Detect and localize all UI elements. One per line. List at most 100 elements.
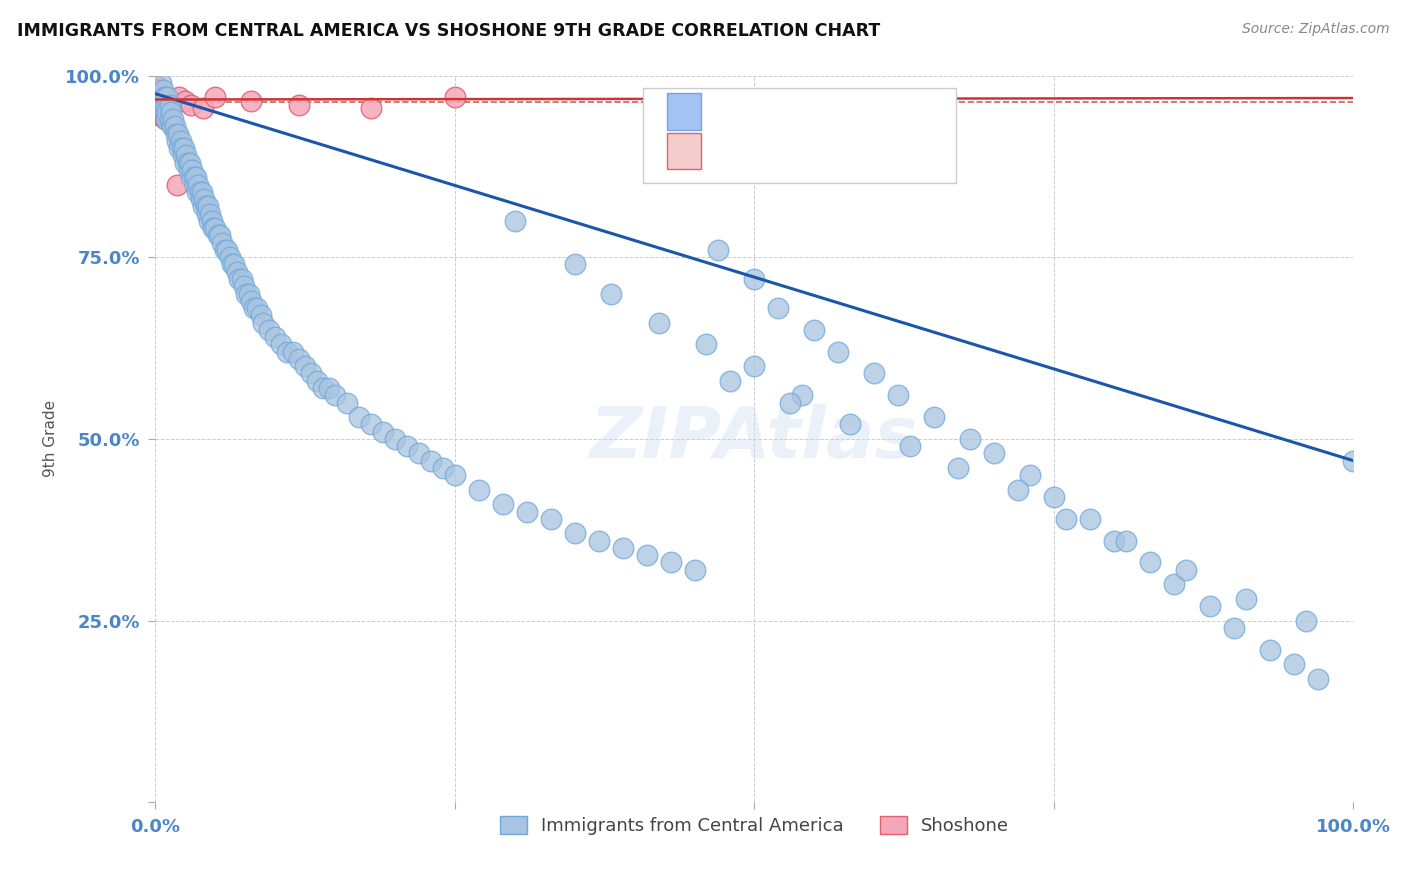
Point bbox=[204, 221, 226, 235]
Point bbox=[160, 104, 183, 119]
Point bbox=[360, 101, 382, 115]
Point bbox=[152, 104, 174, 119]
Point bbox=[153, 104, 176, 119]
Point bbox=[152, 97, 174, 112]
Point bbox=[188, 185, 211, 199]
Point bbox=[432, 461, 454, 475]
Point bbox=[150, 108, 173, 122]
Point bbox=[193, 101, 215, 115]
Point bbox=[744, 272, 766, 286]
Point bbox=[720, 374, 742, 388]
Point bbox=[803, 323, 825, 337]
Point bbox=[145, 87, 167, 101]
Point bbox=[195, 206, 218, 220]
Point bbox=[179, 155, 201, 169]
Point bbox=[169, 134, 191, 148]
Point bbox=[228, 272, 250, 286]
Point bbox=[444, 468, 467, 483]
Point bbox=[184, 178, 207, 192]
Point bbox=[270, 337, 292, 351]
Point bbox=[1139, 556, 1161, 570]
Point bbox=[468, 483, 491, 497]
Point bbox=[281, 344, 304, 359]
Point bbox=[1102, 533, 1125, 548]
Point bbox=[588, 533, 610, 548]
Point bbox=[184, 170, 207, 185]
Point bbox=[395, 439, 418, 453]
Point bbox=[695, 337, 717, 351]
Point bbox=[827, 344, 849, 359]
Point bbox=[252, 316, 274, 330]
Point bbox=[1198, 599, 1220, 613]
Point bbox=[1343, 453, 1365, 467]
Point bbox=[145, 94, 167, 108]
Point bbox=[170, 141, 193, 155]
Point bbox=[444, 90, 467, 104]
Point bbox=[276, 344, 298, 359]
Point bbox=[176, 155, 198, 169]
Point bbox=[246, 301, 269, 315]
Point bbox=[299, 367, 322, 381]
Point bbox=[1054, 512, 1077, 526]
Point bbox=[150, 101, 173, 115]
Point bbox=[1115, 533, 1137, 548]
Point bbox=[419, 453, 441, 467]
Point bbox=[180, 97, 202, 112]
Point bbox=[384, 432, 406, 446]
Point bbox=[1295, 614, 1317, 628]
Point bbox=[1306, 672, 1329, 686]
Point bbox=[257, 323, 280, 337]
Point bbox=[169, 141, 191, 155]
Point bbox=[516, 505, 538, 519]
Point bbox=[155, 97, 177, 112]
Point bbox=[172, 148, 194, 162]
Point bbox=[183, 170, 205, 185]
Point bbox=[323, 388, 346, 402]
Point bbox=[242, 301, 264, 315]
Point bbox=[318, 381, 340, 395]
Point bbox=[1234, 591, 1257, 606]
Point bbox=[198, 214, 221, 228]
Point bbox=[1163, 577, 1185, 591]
Point bbox=[599, 286, 621, 301]
Point bbox=[153, 112, 176, 127]
Point bbox=[240, 293, 263, 308]
Point bbox=[146, 90, 169, 104]
Point bbox=[148, 94, 170, 108]
Point bbox=[659, 556, 682, 570]
Point bbox=[224, 257, 246, 271]
Point bbox=[264, 330, 287, 344]
Point bbox=[167, 127, 190, 141]
Point bbox=[887, 388, 910, 402]
Point bbox=[288, 97, 311, 112]
Legend: Immigrants from Central America, Shoshone: Immigrants from Central America, Shoshon… bbox=[491, 806, 1018, 844]
Point bbox=[150, 94, 173, 108]
Point bbox=[347, 410, 370, 425]
Point bbox=[744, 359, 766, 374]
Point bbox=[312, 381, 335, 395]
Text: ZIPAtlas: ZIPAtlas bbox=[591, 404, 918, 474]
Point bbox=[792, 388, 814, 402]
Point bbox=[564, 257, 586, 271]
Point bbox=[1258, 642, 1281, 657]
Point bbox=[983, 446, 1005, 460]
Y-axis label: 9th Grade: 9th Grade bbox=[44, 401, 58, 477]
Text: Source: ZipAtlas.com: Source: ZipAtlas.com bbox=[1241, 22, 1389, 37]
Point bbox=[209, 228, 232, 243]
Point bbox=[155, 108, 177, 122]
Point bbox=[839, 417, 862, 432]
Point bbox=[148, 101, 170, 115]
Point bbox=[636, 548, 658, 562]
Point bbox=[959, 432, 981, 446]
Point bbox=[200, 206, 222, 220]
Point bbox=[159, 112, 181, 127]
Point bbox=[683, 563, 706, 577]
Point bbox=[564, 526, 586, 541]
FancyBboxPatch shape bbox=[643, 88, 956, 183]
Point bbox=[1222, 621, 1244, 635]
Point bbox=[181, 163, 204, 178]
Point bbox=[946, 461, 969, 475]
Point bbox=[307, 374, 329, 388]
Point bbox=[152, 97, 174, 112]
Point bbox=[197, 199, 219, 213]
